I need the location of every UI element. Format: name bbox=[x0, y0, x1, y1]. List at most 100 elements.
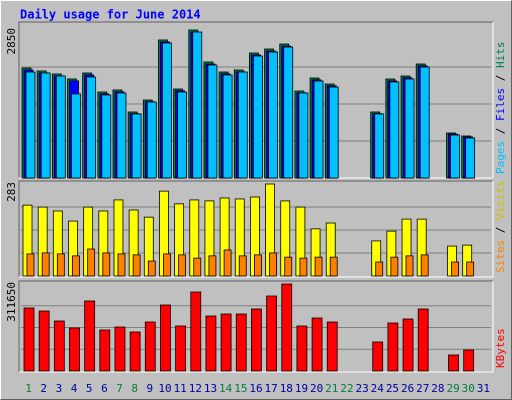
x-tick-label: 23 bbox=[356, 382, 369, 395]
bar bbox=[53, 320, 65, 372]
x-tick-label: 19 bbox=[295, 382, 308, 395]
bar bbox=[326, 321, 338, 372]
bar bbox=[387, 322, 399, 372]
legend: Sites / Visits bbox=[494, 180, 507, 273]
x-tick-label: 5 bbox=[86, 382, 93, 395]
legend-entry: Files bbox=[494, 88, 507, 121]
bar bbox=[237, 71, 248, 179]
bar bbox=[266, 295, 277, 372]
y-tick-label: 283 bbox=[5, 182, 18, 202]
bar bbox=[374, 113, 385, 179]
bar bbox=[448, 354, 459, 372]
bar bbox=[268, 51, 278, 179]
bar bbox=[84, 300, 96, 372]
bar bbox=[147, 260, 156, 277]
panel-border bbox=[19, 181, 494, 278]
x-tick-label: 30 bbox=[462, 382, 475, 395]
bar bbox=[69, 327, 80, 372]
legend-separator: / bbox=[494, 220, 507, 240]
bar bbox=[99, 329, 111, 372]
bar bbox=[26, 253, 35, 277]
x-tick-label: 13 bbox=[204, 382, 217, 395]
x-tick-label: 2 bbox=[40, 382, 47, 395]
bar bbox=[329, 256, 338, 277]
bar bbox=[417, 308, 429, 372]
bar bbox=[190, 291, 202, 372]
bar bbox=[298, 92, 309, 179]
x-tick-label: 31 bbox=[477, 382, 490, 395]
bar bbox=[178, 254, 187, 277]
bar bbox=[38, 310, 50, 372]
bar bbox=[40, 72, 51, 179]
legend-entry: KBytes bbox=[494, 328, 507, 368]
x-tick-label: 8 bbox=[131, 382, 138, 395]
legend-entry: Sites bbox=[494, 240, 507, 273]
bar bbox=[220, 313, 232, 372]
bar bbox=[251, 308, 262, 372]
x-tick-label: 14 bbox=[219, 382, 233, 395]
bar bbox=[72, 255, 80, 277]
panel-border bbox=[19, 281, 494, 373]
x-tick-label: 7 bbox=[116, 382, 123, 395]
bar bbox=[132, 254, 141, 277]
legend: KBytes bbox=[494, 328, 507, 368]
bar bbox=[466, 261, 475, 277]
bar bbox=[56, 253, 65, 277]
x-tick-label: 16 bbox=[249, 382, 262, 395]
x-tick-label: 22 bbox=[340, 382, 353, 395]
x-tick-label: 27 bbox=[416, 382, 429, 395]
x-tick-label: 1 bbox=[25, 382, 32, 395]
panel-border bbox=[18, 280, 493, 372]
bar bbox=[222, 74, 233, 179]
bar bbox=[269, 252, 277, 277]
bar bbox=[313, 80, 324, 179]
bar bbox=[389, 81, 400, 179]
legend-entry: Pages bbox=[494, 141, 507, 174]
bar bbox=[402, 318, 414, 372]
bar bbox=[116, 92, 127, 179]
bar bbox=[450, 134, 460, 179]
x-tick-label: 18 bbox=[280, 382, 293, 395]
bar bbox=[25, 71, 36, 179]
bar bbox=[284, 256, 293, 277]
x-tick-label: 11 bbox=[174, 382, 187, 395]
bar bbox=[223, 249, 232, 277]
y-tick-label: 311650 bbox=[5, 282, 18, 322]
x-tick-label: 6 bbox=[101, 382, 108, 395]
x-tick-label: 10 bbox=[158, 382, 171, 395]
bar bbox=[144, 321, 156, 372]
x-tick-label: 17 bbox=[265, 382, 278, 395]
bar bbox=[192, 31, 203, 179]
bar bbox=[102, 252, 111, 277]
x-tick-label: 24 bbox=[371, 382, 385, 395]
bar bbox=[175, 325, 187, 372]
bar bbox=[463, 349, 475, 372]
bar bbox=[465, 137, 476, 179]
bar bbox=[146, 101, 157, 179]
bar bbox=[238, 255, 247, 277]
bar bbox=[71, 93, 81, 179]
legend-separator: / bbox=[494, 121, 507, 141]
bar bbox=[41, 252, 50, 277]
bar bbox=[23, 307, 35, 372]
bar bbox=[405, 255, 414, 277]
x-tick-label: 3 bbox=[56, 382, 63, 395]
x-tick-label: 26 bbox=[401, 382, 414, 395]
y-tick-label: 2850 bbox=[5, 28, 18, 55]
bar bbox=[177, 91, 188, 179]
panel-border bbox=[18, 180, 493, 277]
legend-entry: Hits bbox=[494, 42, 507, 69]
x-tick-label: 25 bbox=[386, 382, 399, 395]
x-tick-label: 20 bbox=[310, 382, 323, 395]
chart-title: Daily usage for June 2014 bbox=[20, 8, 201, 22]
legend-separator: / bbox=[494, 68, 507, 88]
bar bbox=[311, 317, 323, 372]
x-tick-label: 12 bbox=[189, 382, 202, 395]
bar bbox=[281, 283, 293, 372]
bar bbox=[404, 78, 415, 179]
bar bbox=[163, 253, 171, 277]
x-tick-label: 28 bbox=[431, 382, 444, 395]
